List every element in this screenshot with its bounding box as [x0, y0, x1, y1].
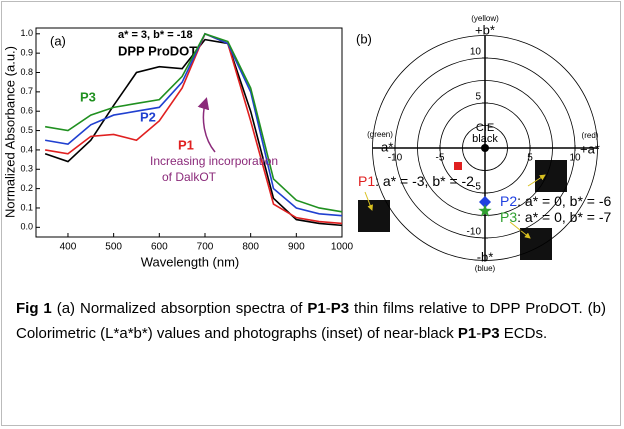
caption: Fig 1 (a) Normalized absorption spectra … [16, 296, 606, 346]
series-label: P3 [80, 89, 96, 104]
spectrum-line [45, 32, 343, 213]
axis-label: +b* [475, 22, 495, 37]
point-label: P2: a* = 0, b* = -6 [500, 193, 612, 209]
x-tick-label: 600 [151, 242, 168, 253]
caption-text: - [325, 300, 331, 317]
plot-frame [35, 27, 343, 238]
trend-arrow [197, 97, 216, 153]
point [479, 196, 491, 208]
y-tick-label: 0.6 [20, 106, 33, 116]
figure: 400 500 600 700 800 900 1000 0.0 0.1 0.2 0.3 0.4 0.5… [2, 14, 612, 273]
point-label: P1: a* = -3, b* = -2 [358, 173, 474, 189]
x-tick-label: 700 [197, 242, 214, 253]
axis-label: -a* [377, 139, 394, 154]
caption-text: P3 [330, 300, 350, 317]
caption-text: P1 [307, 300, 326, 317]
y-tick-label: -10 [467, 227, 482, 238]
x-tick-label: 5 [527, 153, 533, 164]
x-tick-label: -10 [388, 153, 403, 164]
y-tick-label: 0.9 [20, 48, 33, 58]
axis-note: (red) [582, 131, 599, 140]
y-tick-label: 1.0 [20, 28, 33, 38]
y-tick-label: 5 [475, 92, 481, 103]
caption-text: P3 [481, 325, 500, 342]
axis-label: -b* [477, 249, 494, 264]
point-values: : a* = -3, b* = -2 [375, 173, 474, 189]
caption-text: P1 [457, 325, 477, 342]
series-label: P1 [178, 137, 194, 152]
series-label: DPP ProDOT [118, 43, 197, 58]
y-tick-label: 0.5 [20, 125, 33, 135]
annotation: a* = 3, b* = -18 [118, 29, 193, 41]
axis-note: (green) [367, 130, 393, 139]
caption-text: (a) Normalized absorption spectra of [51, 300, 308, 317]
y-tick-label: 0.2 [20, 183, 33, 193]
y-tick-label: 0.8 [20, 67, 33, 77]
point-name: P1 [358, 173, 375, 189]
axis-label: +a* [580, 141, 600, 156]
point-values: : a* = 0, b* = -7 [517, 209, 611, 225]
point-name: P3 [500, 209, 517, 225]
x-axis-label: Wavelength (nm) [141, 254, 240, 269]
x-tick-label: 900 [288, 242, 305, 253]
x-tick-label: 10 [569, 153, 581, 164]
y-tick-label: 0.7 [20, 86, 33, 96]
caption-text: - [476, 325, 482, 342]
panel-label: (a) [50, 33, 66, 48]
y-tick-label: -5 [472, 182, 481, 193]
y-tick-label: 0.0 [20, 222, 33, 232]
x-tick-label: 800 [242, 242, 259, 253]
axis-note: (yellow) [471, 14, 499, 23]
spectrum-line [45, 32, 343, 225]
y-tick-label: 10 [470, 47, 482, 58]
point-values: : a* = 0, b* = -6 [517, 193, 611, 209]
point [481, 144, 489, 152]
caption-text: ECDs. [499, 325, 548, 342]
axis-note: (blue) [475, 264, 496, 273]
x-tick-label: -5 [436, 153, 445, 164]
x-tick-label: 1000 [331, 242, 354, 253]
panel-label: (b) [356, 31, 372, 46]
point [478, 204, 492, 217]
spectrum-line [44, 38, 343, 227]
caption-text: thin films relative to DPP ProDOT. (b) C… [16, 300, 611, 342]
point-name: P2 [500, 193, 517, 209]
caption-text: Fig 1 [16, 300, 52, 317]
annotation: Increasing incorporation [150, 154, 278, 168]
y-axis-label: Normalized Absorbance (a.u.) [2, 46, 17, 218]
series-label: P2 [140, 109, 156, 124]
x-tick-label: 400 [60, 242, 77, 253]
point-label: P3: a* = 0, b* = -7 [500, 209, 612, 225]
x-tick-label: 500 [105, 242, 122, 253]
annotation: CIE [476, 122, 494, 134]
y-tick-label: 0.3 [20, 164, 33, 174]
y-tick-label: 0.1 [20, 202, 33, 212]
annotation: black [472, 133, 498, 145]
annotation: of DalkOT [162, 170, 217, 184]
point [454, 162, 462, 170]
spectrum-line [45, 32, 343, 217]
y-tick-label: 0.4 [20, 144, 33, 154]
